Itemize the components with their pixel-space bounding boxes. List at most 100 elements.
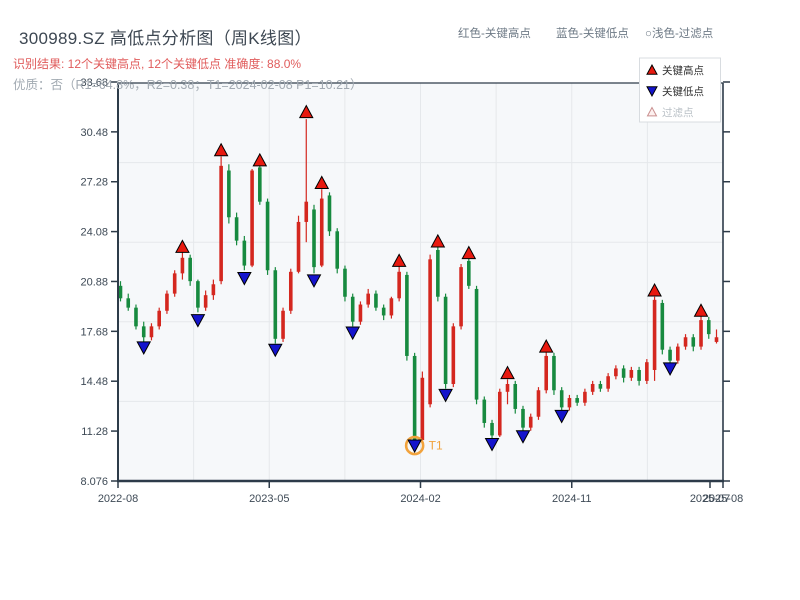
candle-body <box>188 257 192 282</box>
x-tick-label: 2023-05 <box>249 493 289 505</box>
candle-body <box>319 198 324 266</box>
candle-body <box>358 304 363 322</box>
key-high-marker <box>314 175 330 190</box>
candle-body <box>691 337 696 347</box>
candle-body <box>149 326 154 338</box>
candle-body <box>513 384 518 409</box>
candle-body <box>645 362 649 381</box>
candle-body <box>157 310 162 327</box>
key-low-marker <box>407 439 422 454</box>
y-tick-label: 17.68 <box>80 326 108 338</box>
candle-body <box>490 422 494 436</box>
t1-circle <box>404 435 425 456</box>
candle-body <box>242 240 247 266</box>
y-tick-label: 8.076 <box>80 476 108 488</box>
key-low-marker <box>237 272 252 286</box>
recognition-result-line: 识别结果: 12个关键高点, 12个关键低点 准确度: 88.0% <box>13 57 302 71</box>
y-tick-label: 20.88 <box>80 276 108 288</box>
candle-body <box>227 170 231 218</box>
y-tick-label: 11.28 <box>81 426 108 438</box>
y-tick-label: 30.48 <box>80 127 108 139</box>
candle-body <box>312 209 316 268</box>
candle-body <box>482 399 487 423</box>
candle-body <box>196 281 200 308</box>
key-high-marker <box>500 365 515 380</box>
candle-body <box>714 337 719 342</box>
candle-body <box>443 296 448 385</box>
candle-body <box>126 298 131 308</box>
key-low-marker <box>345 326 361 341</box>
candle-body <box>583 391 587 403</box>
candle-body <box>567 398 572 408</box>
candle-body <box>335 231 340 269</box>
candle-body <box>389 298 394 316</box>
candle-body <box>629 369 634 378</box>
key-high-marker <box>391 253 407 267</box>
candle-body <box>428 259 432 405</box>
y-tick-label: 27.28 <box>80 177 108 189</box>
key-low-marker <box>136 341 152 355</box>
y-tick-label: 14.48 <box>80 376 108 388</box>
quality-summary-line: 优质：否（R1=64.8%，R2=0.38；T1=2024-02-08 P1=1… <box>13 78 363 92</box>
key-high-marker <box>461 245 477 260</box>
candle-body <box>474 288 479 400</box>
candle-body <box>273 270 278 339</box>
candle-body <box>544 355 549 391</box>
header-legend-filtered: ○浅色-过滤点 <box>645 28 714 40</box>
candle-body <box>258 167 262 202</box>
candle-body <box>141 326 146 338</box>
candle-body <box>405 274 409 356</box>
candle-body <box>536 390 541 417</box>
key-high-marker <box>175 239 190 253</box>
candle-body <box>381 307 386 316</box>
page-title: 300989.SZ 高低点分析图（周K线图） <box>19 29 312 48</box>
candle-body <box>699 320 703 347</box>
candle-body <box>304 201 309 222</box>
candle-body <box>288 271 293 311</box>
candle-body <box>575 398 579 403</box>
candle-body <box>180 257 185 274</box>
candle-body <box>497 391 502 436</box>
candle-body <box>366 293 370 305</box>
candle-body <box>706 320 711 335</box>
legend-item-label: 关键高点 <box>662 64 704 77</box>
candle-body <box>652 299 657 370</box>
candle-body <box>552 355 556 391</box>
candle-body <box>234 217 239 241</box>
candle-body <box>668 349 672 361</box>
candle-body <box>606 376 610 389</box>
y-tick-label: 24.08 <box>80 227 108 239</box>
candle-body <box>374 293 378 308</box>
header-legend-key-high: 红色-关键高点 <box>458 28 531 40</box>
key-high-marker <box>252 152 268 167</box>
t1-label: T1 <box>429 439 443 453</box>
key-low-marker <box>190 314 206 328</box>
candle-body <box>436 249 440 297</box>
legend-filtered-icon <box>646 106 658 117</box>
key-low-marker <box>484 437 500 452</box>
candle-body <box>203 295 208 308</box>
candle-body <box>521 408 525 428</box>
candle-body <box>467 260 471 286</box>
x-extra-tick-label: 2025-07 <box>690 493 730 505</box>
candle-body <box>296 221 301 272</box>
candle-body <box>637 369 641 381</box>
header-legend-key-low: 蓝色-关键低点 <box>556 28 629 40</box>
candle-body <box>134 307 138 327</box>
candle-body <box>505 384 510 392</box>
candle-body <box>165 293 169 311</box>
legend-item-label: 过滤点 <box>662 106 694 119</box>
candle-body <box>412 355 417 441</box>
key-low-marker <box>438 388 453 403</box>
candle-body <box>265 201 270 271</box>
candle-body <box>683 337 688 347</box>
key-high-marker <box>298 104 314 119</box>
key-high-marker <box>538 339 554 353</box>
legend-item-label: 关键低点 <box>662 85 704 98</box>
candle-body <box>350 296 355 322</box>
legend-key-high-icon <box>646 63 658 75</box>
candle-body <box>211 284 216 296</box>
candle-body <box>451 326 456 385</box>
candle-body <box>420 377 425 441</box>
